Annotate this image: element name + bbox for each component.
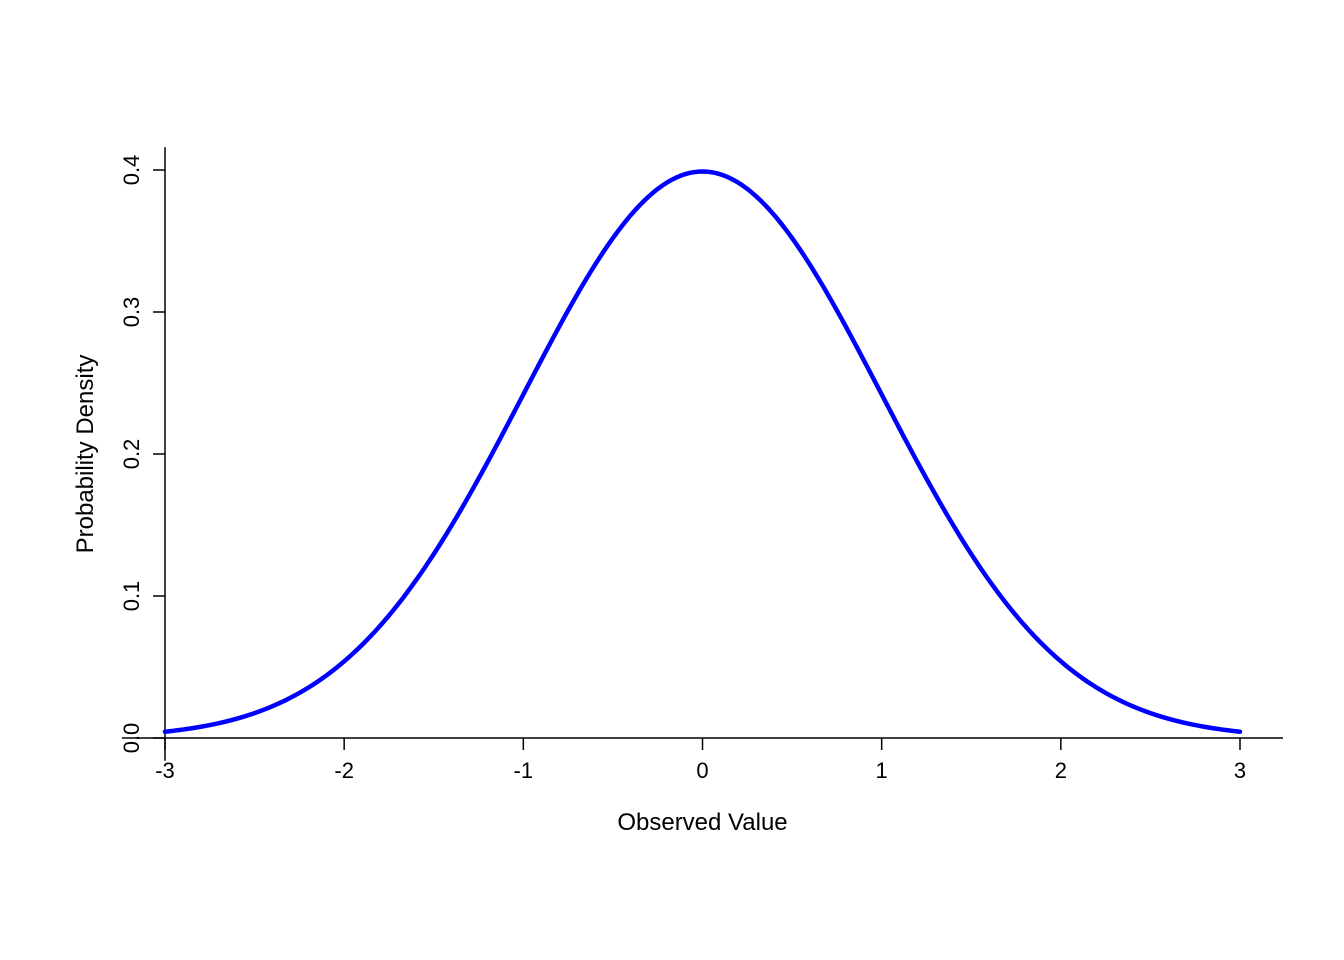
- y-tick-label: 0.4: [119, 155, 144, 186]
- x-tick-label: 3: [1234, 758, 1246, 783]
- y-tick-label: 0.3: [119, 297, 144, 328]
- x-tick-label: 2: [1055, 758, 1067, 783]
- y-tick-label: 0.0: [119, 723, 144, 754]
- x-tick-label: -2: [334, 758, 354, 783]
- y-tick-label: 0.2: [119, 439, 144, 470]
- y-tick-label: 0.1: [119, 581, 144, 612]
- x-tick-label: -1: [514, 758, 534, 783]
- x-tick-label: -3: [155, 758, 175, 783]
- x-tick-label: 1: [876, 758, 888, 783]
- density-chart: -3 -2 -1 0 1 2 3 0.0 0.1 0.2 0.3 0.4 Observed Value P…: [0, 0, 1344, 960]
- x-tick-label: 0: [696, 758, 708, 783]
- y-axis-label: Probability Density: [72, 355, 99, 554]
- x-axis-label: Observed Value: [617, 809, 787, 836]
